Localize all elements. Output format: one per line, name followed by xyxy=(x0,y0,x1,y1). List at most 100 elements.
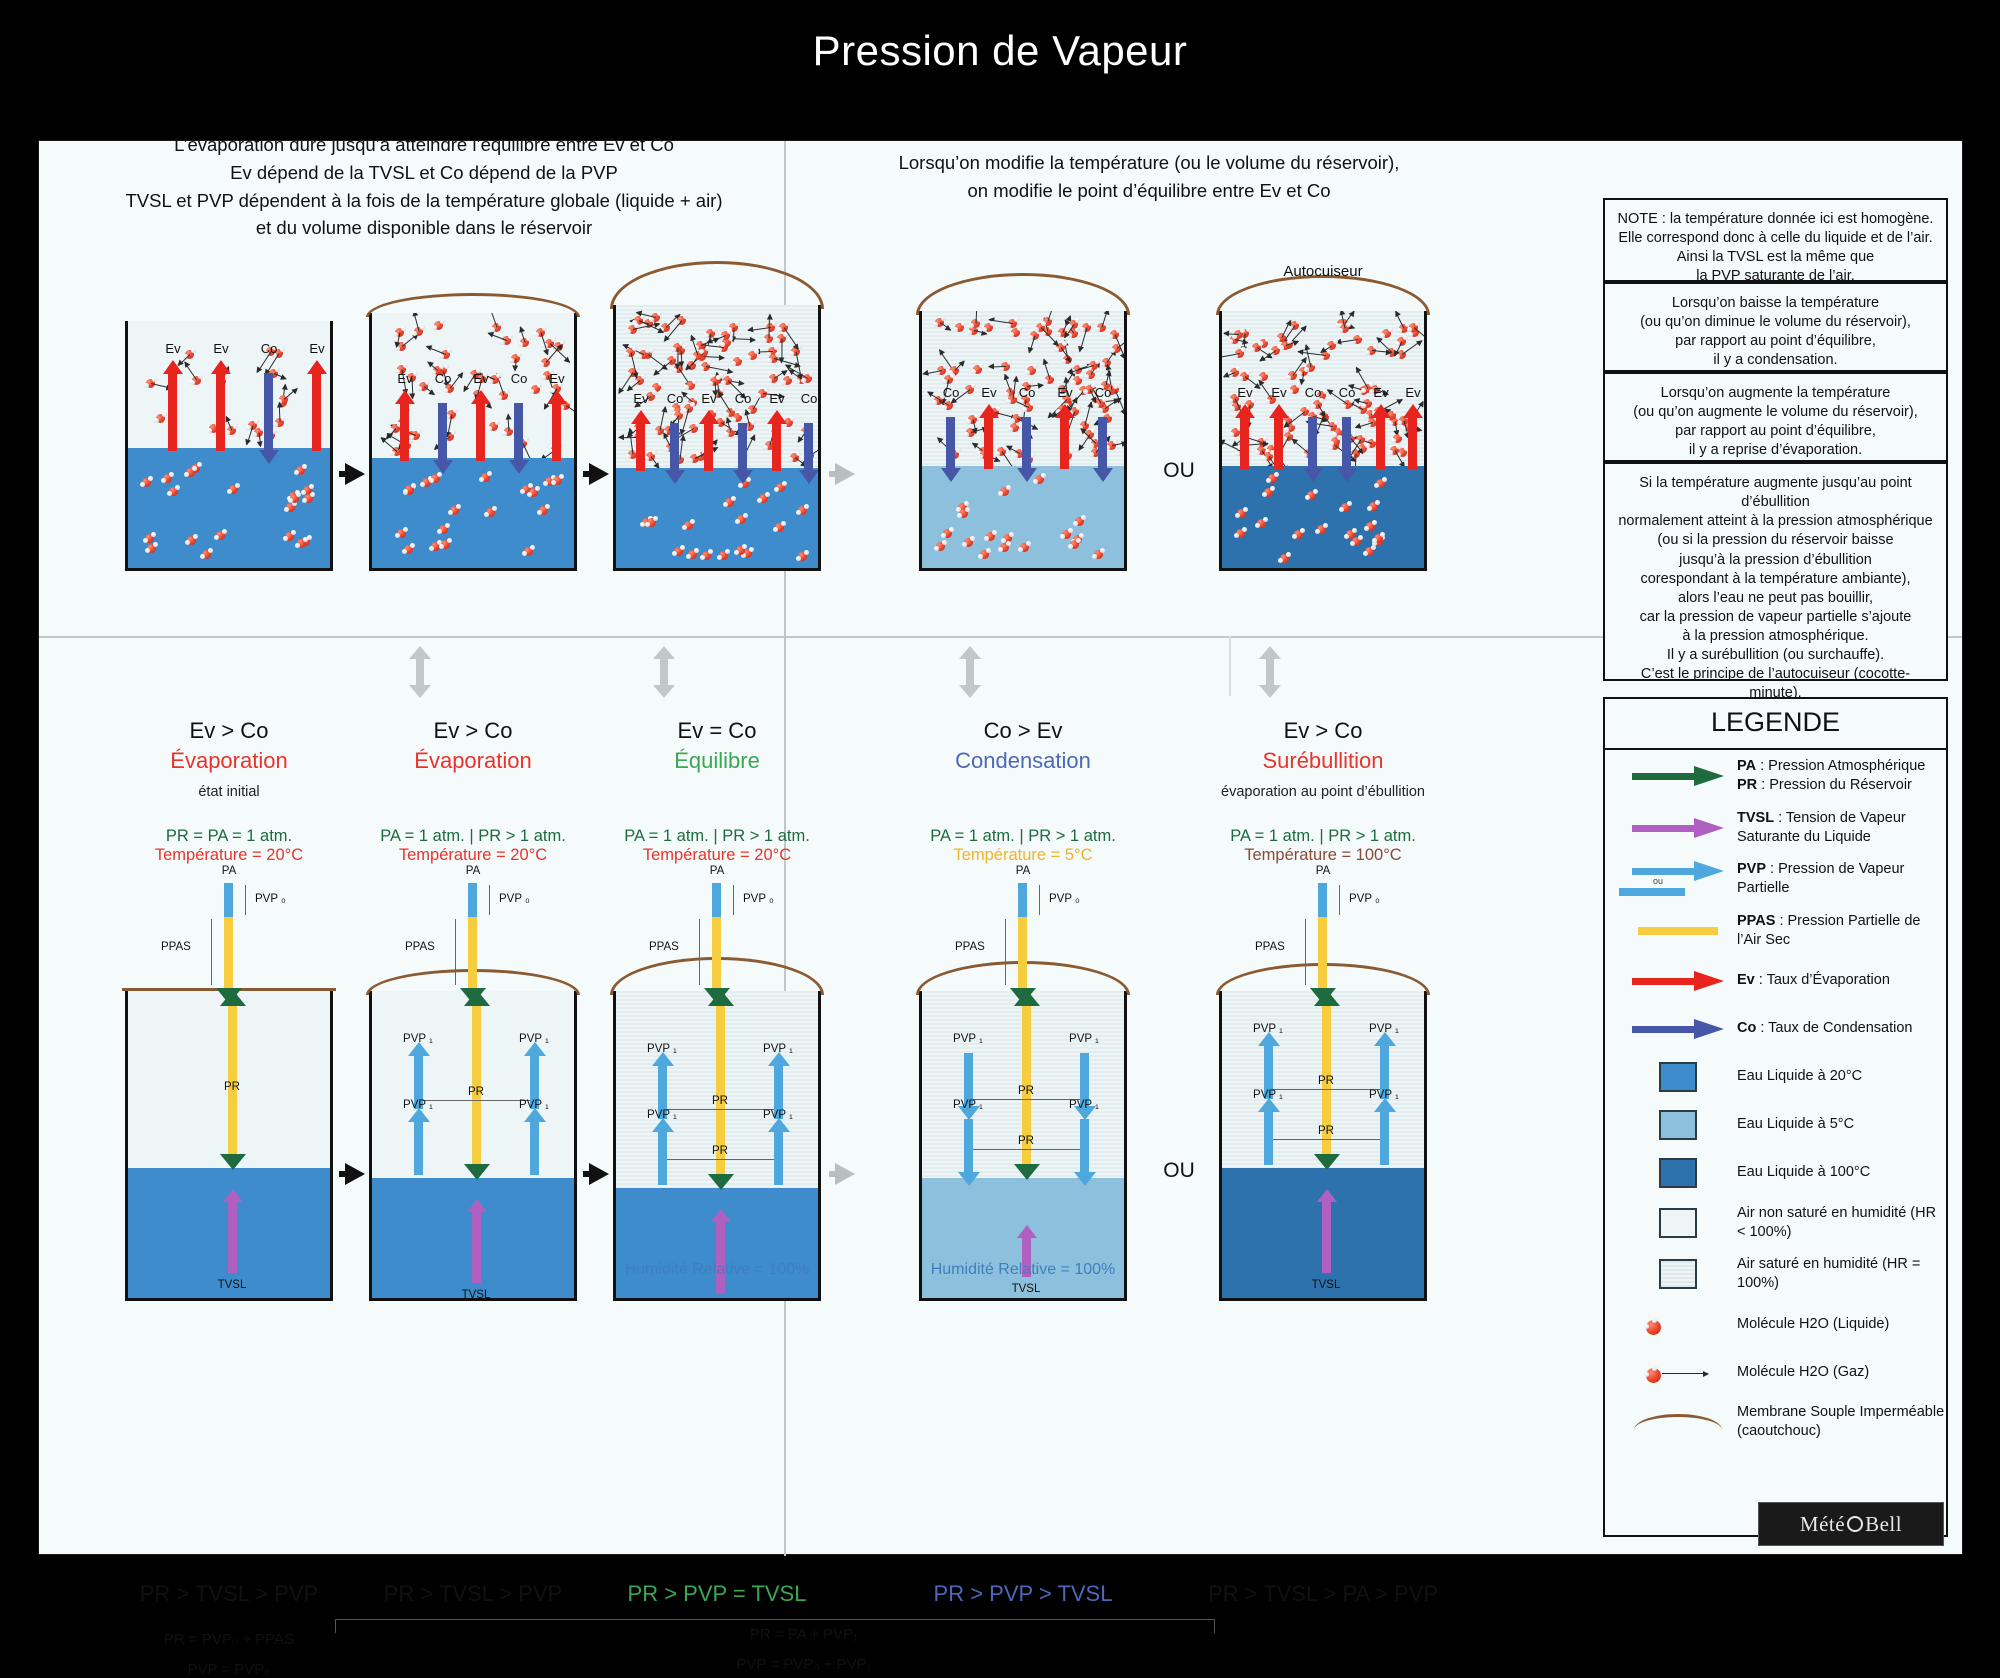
pvp0-bar xyxy=(712,883,721,917)
legend-row-4: Ev : Taux d’Évaporation xyxy=(1605,957,1946,1005)
legend-label-2-line-0: PVP : Pression de Vapeur Partielle xyxy=(1737,861,1905,897)
legend-label-4-line-0: Ev : Taux d’Évaporation xyxy=(1737,972,1890,989)
toggle-arrow-3 xyxy=(959,646,981,698)
pvp1-label: PVP ₁ xyxy=(1069,1099,1099,1111)
condensation-arrow-label: Co xyxy=(800,391,818,406)
vessel-3-body: Ev Co Ev Co Ev Co xyxy=(613,305,821,571)
ppas-label-5: PPAS xyxy=(1255,941,1285,953)
vessel-1-body: Ev Ev Co Ev xyxy=(125,321,333,571)
h2o-molecule-gas-icon xyxy=(981,320,995,332)
h2o-molecule-liquid-icon xyxy=(773,521,787,533)
h2o-molecule-liquid-icon xyxy=(1255,517,1269,529)
pvp1-label: PVP ₁ xyxy=(403,1099,433,1111)
h2o-molecule-liquid-icon xyxy=(1262,486,1276,498)
sequence-arrow-3-4 xyxy=(829,463,855,485)
condensation-arrow xyxy=(798,423,818,484)
evaporation-arrow xyxy=(306,360,327,451)
h2o-molecule-gas-icon xyxy=(1287,382,1301,394)
sequence-arrow-b2-3 xyxy=(583,1163,609,1185)
pa-arrow-down xyxy=(216,917,242,1004)
sequence-arrow-b3-4 xyxy=(829,1163,855,1185)
evaporation-arrow-label: Ev xyxy=(165,341,181,356)
h2o-molecule-liquid-icon xyxy=(1315,523,1329,535)
ppas-bracket xyxy=(211,919,212,985)
stage-1-formula-1: PR = PVP₀ + PPAS xyxy=(163,1631,295,1648)
h2o-molecule-liquid-icon xyxy=(294,536,308,548)
molecule-motion-vector xyxy=(565,404,574,421)
condensation-arrow xyxy=(1302,417,1323,482)
swatch-air-unsat-icon xyxy=(1619,1206,1737,1240)
h2o-molecule-gas-icon xyxy=(670,400,684,412)
h2o-molecule-liquid-icon xyxy=(1233,526,1247,538)
molecule-motion-vector xyxy=(653,360,673,376)
stage-5-conditions: PA = 1 atm. | PR > 1 atm. Température = … xyxy=(1230,827,1416,865)
vessel-1: Ev Ev Co Ev xyxy=(125,321,333,571)
h2o-molecule-liquid-icon xyxy=(1091,547,1105,559)
note-box-4: Si la température augmente jusqu’au poin… xyxy=(1603,462,1948,721)
page-title: Pression de Vapeur xyxy=(812,26,1188,74)
ppas-bar xyxy=(1018,917,1027,991)
h2o-molecule-liquid-icon xyxy=(293,464,307,476)
internal-pressure-column xyxy=(220,991,246,1170)
h2o-molecule-liquid-icon xyxy=(145,542,159,554)
note-box-2: Lorsqu’on baisse la température (ou qu’o… xyxy=(1603,282,1948,372)
legend-label-11-line-0: Molécule H2O (Liquide) xyxy=(1737,1315,1890,1332)
h2o-molecule-liquid-icon xyxy=(672,544,686,556)
h2o-molecule-gas-icon xyxy=(431,319,445,331)
pvp0-bracket xyxy=(489,885,490,915)
evaporation-arrow-label: Ev xyxy=(397,371,413,386)
stage-3-relation: PR > PVP = TVSL xyxy=(627,1581,807,1606)
tvsl-label: TVSL xyxy=(1011,1283,1041,1295)
legend-label-6: Eau Liquide à 20°C xyxy=(1737,1067,1862,1086)
condensation-arrow-label: Co xyxy=(1094,385,1112,400)
stage-5-pressure: PA = 1 atm. | PR > 1 atm. xyxy=(1230,827,1416,845)
stage-3-caption-sub: Équilibre xyxy=(674,748,760,773)
pvp1-label: PVP ₁ xyxy=(519,1033,549,1045)
vessel-2: Ev Co Ev Co Ev xyxy=(366,293,580,571)
molecule-motion-vector xyxy=(940,322,952,331)
h2o-molecule-liquid-icon xyxy=(436,522,450,534)
h2o-molecule-liquid-icon xyxy=(438,538,452,550)
pa-label-2: PA xyxy=(465,865,481,877)
ppas-label-4: PPAS xyxy=(955,941,985,953)
evaporation-arrow xyxy=(162,360,183,451)
legend-label-11: Molécule H2O (Liquide) xyxy=(1737,1315,1889,1334)
h2o-molecule-gas-icon xyxy=(780,374,794,386)
stage-4-temperature: Température = 5°C xyxy=(953,846,1093,864)
evaporation-arrow-label: Ev xyxy=(309,341,325,356)
h2o-molecule-liquid-icon xyxy=(1277,551,1291,563)
condensation-arrow-label: Co xyxy=(510,371,528,386)
h2o-molecule-gas-icon xyxy=(720,335,734,347)
external-pressure-column-3 xyxy=(704,883,730,1031)
h2o-molecule-liquid-icon xyxy=(484,505,498,517)
h2o-molecule-gas-icon xyxy=(497,389,511,401)
h2o-molecule-liquid-icon xyxy=(1363,544,1377,556)
condensation-arrow xyxy=(1016,417,1037,482)
pvp1-arrow xyxy=(408,1042,430,1109)
legend-row-9: Air non saturé en humidité (HR < 100%) xyxy=(1605,1197,1946,1249)
pvp0-bar xyxy=(224,883,233,917)
stage-5-caption-main: Ev > Co xyxy=(1283,718,1363,743)
evaporation-arrow-label: Ev xyxy=(633,391,649,406)
pressure-vessel-4-body: PR PR PVP ₁ PVP ₁ PVP ₁ PVP ₁ TVSL xyxy=(919,991,1127,1301)
legend-label-0: PA : Pression Atmosphérique PR : Pression… xyxy=(1737,757,1925,795)
h2o-molecule-gas-icon xyxy=(1007,421,1021,433)
h2o-molecule-gas-icon xyxy=(781,416,795,428)
molecule-motion-vector xyxy=(732,327,735,342)
legend-label-8: Eau Liquide à 100°C xyxy=(1737,1163,1870,1182)
h2o-molecule-gas-icon xyxy=(1094,397,1108,409)
pressure-vessel-3-body: PR PR PVP ₁ PVP ₁ PVP ₁ PVP ₁ TVSL xyxy=(613,991,821,1301)
h2o-molecule-gas-icon xyxy=(501,425,515,437)
toggle-arrow-2 xyxy=(653,646,675,698)
ppas-label-2: PPAS xyxy=(405,941,435,953)
evaporation-arrow-label: Ev xyxy=(1237,385,1253,400)
ppas-bracket xyxy=(1005,919,1006,985)
evaporation-arrow-label: Ev xyxy=(1057,385,1073,400)
internal-pressure-column xyxy=(1314,991,1340,1170)
legend-label-1: TVSL : Tension de Vapeur Saturante du Li… xyxy=(1737,809,1946,847)
pressure-vessel-1-body: PR TVSL xyxy=(125,991,333,1301)
h2o-molecule-liquid-icon xyxy=(1349,534,1363,546)
pvp1-arrow xyxy=(1074,1119,1096,1186)
h2o-molecule-gas-icon xyxy=(1229,425,1243,437)
legend-label-13-line-0: Membrane Souple Imperméable (caoutchouc) xyxy=(1737,1404,1945,1439)
